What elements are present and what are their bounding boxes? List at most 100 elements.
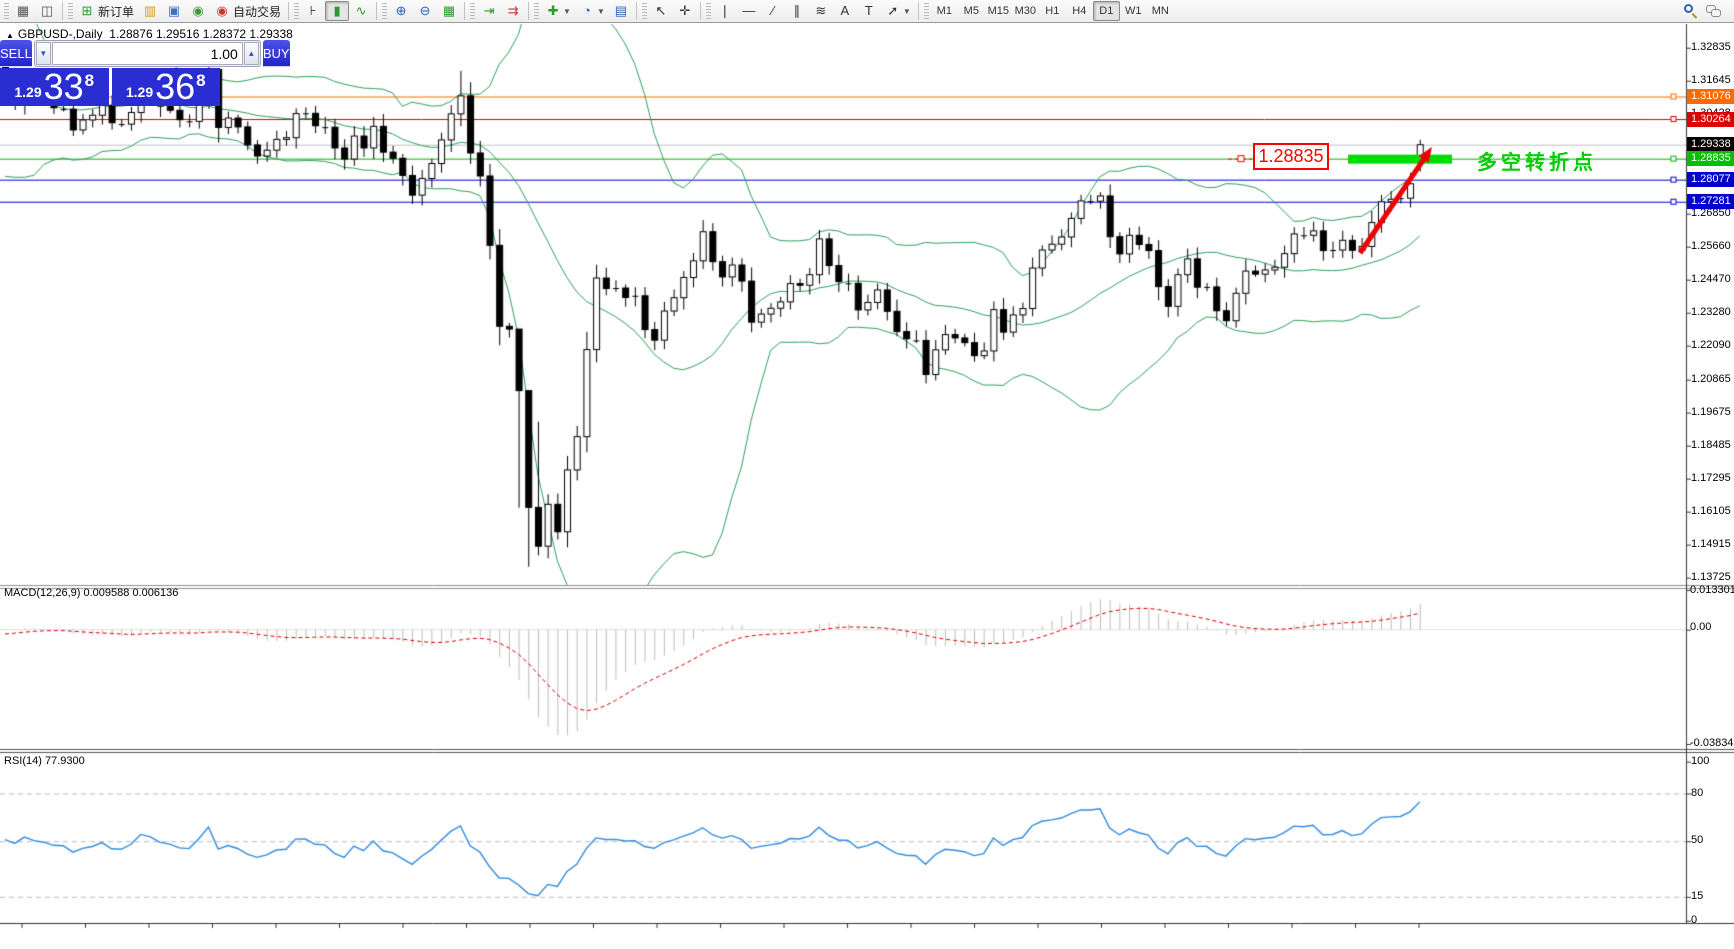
volume-input[interactable] <box>51 42 243 65</box>
templates-icon: ▤ <box>614 3 628 18</box>
main-toolbar: ▦ ◫ ⊞ 新订单 ▥ ▣ ◉ ◉ 自动交易 ⊦ ▮ ∿ ⊕ ⊖ ▦ ⇥ ⇉ ✚ ▼ ◔ ▼ ▤ ↖ ✛ ❘ ― ∕ ∥ ≋ A T ➚ ▼ M1… <box>0 0 1734 23</box>
macd-axis-top: 0.013301 <box>1690 584 1734 596</box>
macd-value-signal: 0.006136 <box>132 587 179 599</box>
buy-button[interactable]: BUY <box>262 40 290 67</box>
periods-button[interactable]: ◔ ▼ <box>575 1 609 21</box>
new-order-icon: ⊞ <box>81 3 93 18</box>
timeframe-mn-button[interactable]: MN <box>1151 5 1169 17</box>
terminal-icon: ▣ <box>167 3 181 18</box>
new-order-button[interactable]: ⊞ 新订单 <box>75 1 138 21</box>
templates-button[interactable]: ▤ <box>609 1 633 21</box>
macd-axis-bottom: -0.038343 <box>1690 737 1734 749</box>
timeframe-m1-button[interactable]: M1 <box>936 5 952 17</box>
chat-icon <box>1706 4 1722 18</box>
line-chart-button[interactable]: ∿ <box>349 1 373 21</box>
macd-value-main: 0.009588 <box>83 587 130 599</box>
sell-button[interactable]: SELL <box>0 40 32 67</box>
auto-trading-button[interactable]: ◉ 自动交易 <box>210 1 285 21</box>
new-chart-button[interactable]: ▦ <box>11 1 35 21</box>
timeframe-m15-button[interactable]: M15 <box>987 5 1009 17</box>
sell-price-panel[interactable]: 1.29 33 8 <box>0 68 109 106</box>
market-watch-button[interactable]: ▥ <box>138 1 162 21</box>
periods-dropdown-icon[interactable]: ▼ <box>596 6 605 16</box>
chart-symbol-period: GBPUSD-,Daily <box>17 27 103 41</box>
zoom-in-icon: ⊕ <box>395 3 407 18</box>
price-tick-label: 1.20865 <box>1691 372 1731 385</box>
horizontal-line-button[interactable]: ― <box>737 1 761 21</box>
price-tick-label: 1.19675 <box>1691 405 1731 418</box>
macd-axis-zero: 0.00 <box>1690 621 1712 633</box>
indicators-dropdown-icon[interactable]: ▼ <box>563 6 571 16</box>
fibonacci-icon: ≋ <box>815 3 827 18</box>
price-level-box: 1.27281 <box>1687 194 1734 210</box>
timeframe-h1-button[interactable]: H1 <box>1045 5 1060 17</box>
annotation-note-text[interactable]: 多空转折点 <box>1477 152 1597 174</box>
trendline-button[interactable]: ∕ <box>761 1 785 21</box>
chart-profiles-button[interactable]: ◫ <box>35 1 59 21</box>
sell-price-sup: 8 <box>84 71 95 90</box>
price-level-box: 1.28077 <box>1687 172 1734 188</box>
cursor-button[interactable]: ↖ <box>649 1 673 21</box>
sell-price-big: 33 <box>43 66 84 107</box>
candlestick-chart-button[interactable]: ▮ <box>325 1 350 21</box>
arrows-dropdown-icon[interactable]: ▼ <box>902 6 911 16</box>
signals-button[interactable]: ◉ <box>186 1 210 21</box>
vertical-line-button[interactable]: ❘ <box>713 1 737 21</box>
buy-price-panel[interactable]: 1.29 36 8 <box>111 66 220 107</box>
price-tick-label: 1.32835 <box>1691 40 1731 53</box>
price-tick-label: 1.17295 <box>1691 471 1731 484</box>
equidistant-channel-button[interactable]: ∥ <box>785 1 809 21</box>
auto-trading-label: 自动交易 <box>233 4 282 19</box>
chart-shift-button[interactable]: ⇥ <box>477 1 501 21</box>
volume-stepper: ▼ ▲ <box>33 40 261 67</box>
terminal-button[interactable]: ▣ <box>162 1 186 21</box>
sell-price-prefix: 1.29 <box>14 84 42 100</box>
buy-price-big: 36 <box>155 66 196 107</box>
volume-down-button[interactable]: ▼ <box>35 42 51 65</box>
timeframe-d1-button[interactable]: D1 <box>1092 1 1120 21</box>
volume-up-button[interactable]: ▲ <box>243 42 259 65</box>
auto-scroll-button[interactable]: ⇉ <box>501 1 525 21</box>
indicators-icon: ✚ <box>547 3 559 18</box>
timeframe-m5-button[interactable]: M5 <box>963 5 979 17</box>
fibonacci-button[interactable]: ≋ <box>809 1 833 21</box>
indicators-button[interactable]: ✚ ▼ <box>541 1 575 21</box>
line-chart-icon: ∿ <box>355 3 367 18</box>
timeframe-h4-button[interactable]: H4 <box>1072 5 1087 17</box>
chat-button[interactable] <box>1702 1 1726 21</box>
tile-windows-button[interactable]: ▦ <box>437 1 461 21</box>
auto-trading-icon: ◉ <box>216 3 228 18</box>
buy-price-sup: 8 <box>196 71 206 90</box>
text-button[interactable]: A <box>833 1 857 21</box>
price-tick-label: 1.13725 <box>1691 570 1731 583</box>
price-level-box: 1.28835 <box>1687 151 1734 167</box>
price-tick-label: 1.26850 <box>1691 206 1731 219</box>
bar-chart-button[interactable]: ⊦ <box>301 1 325 21</box>
timeframe-m30-button[interactable]: M30 <box>1014 5 1036 17</box>
zoom-out-button[interactable]: ⊖ <box>413 1 437 21</box>
rsi-label: RSI(14) 77.9300 <box>4 755 85 767</box>
tile-windows-icon: ▦ <box>442 3 456 18</box>
macd-label: MACD(12,26,9) 0.009588 0.006136 <box>4 587 179 599</box>
arrows-button[interactable]: ➚ ▼ <box>881 1 915 21</box>
rsi-axis-label: 80 <box>1691 786 1704 799</box>
auto-scroll-icon: ⇉ <box>507 3 519 18</box>
timeframe-w1-button[interactable]: W1 <box>1125 5 1142 17</box>
price-level-callout[interactable]: 1.28835 <box>1253 143 1329 170</box>
price-level-box: 1.29338 <box>1687 137 1734 153</box>
chart-collapse-icon[interactable]: ▲ <box>6 31 14 40</box>
bar-chart-icon: ⊦ <box>309 3 317 18</box>
price-tick-label: 1.23280 <box>1691 305 1731 318</box>
rsi-axis-label: 100 <box>1691 754 1710 767</box>
text-label-button[interactable]: T <box>857 1 881 21</box>
crosshair-button[interactable]: ✛ <box>673 1 697 21</box>
signals-icon: ◉ <box>192 3 204 18</box>
vertical-line-icon: ❘ <box>719 3 731 18</box>
price-tick-label: 1.16105 <box>1691 504 1731 517</box>
price-tick-label: 1.25660 <box>1691 239 1731 252</box>
zoom-in-button[interactable]: ⊕ <box>389 1 413 21</box>
search-button[interactable] <box>1680 1 1702 21</box>
cursor-icon: ↖ <box>655 3 667 18</box>
